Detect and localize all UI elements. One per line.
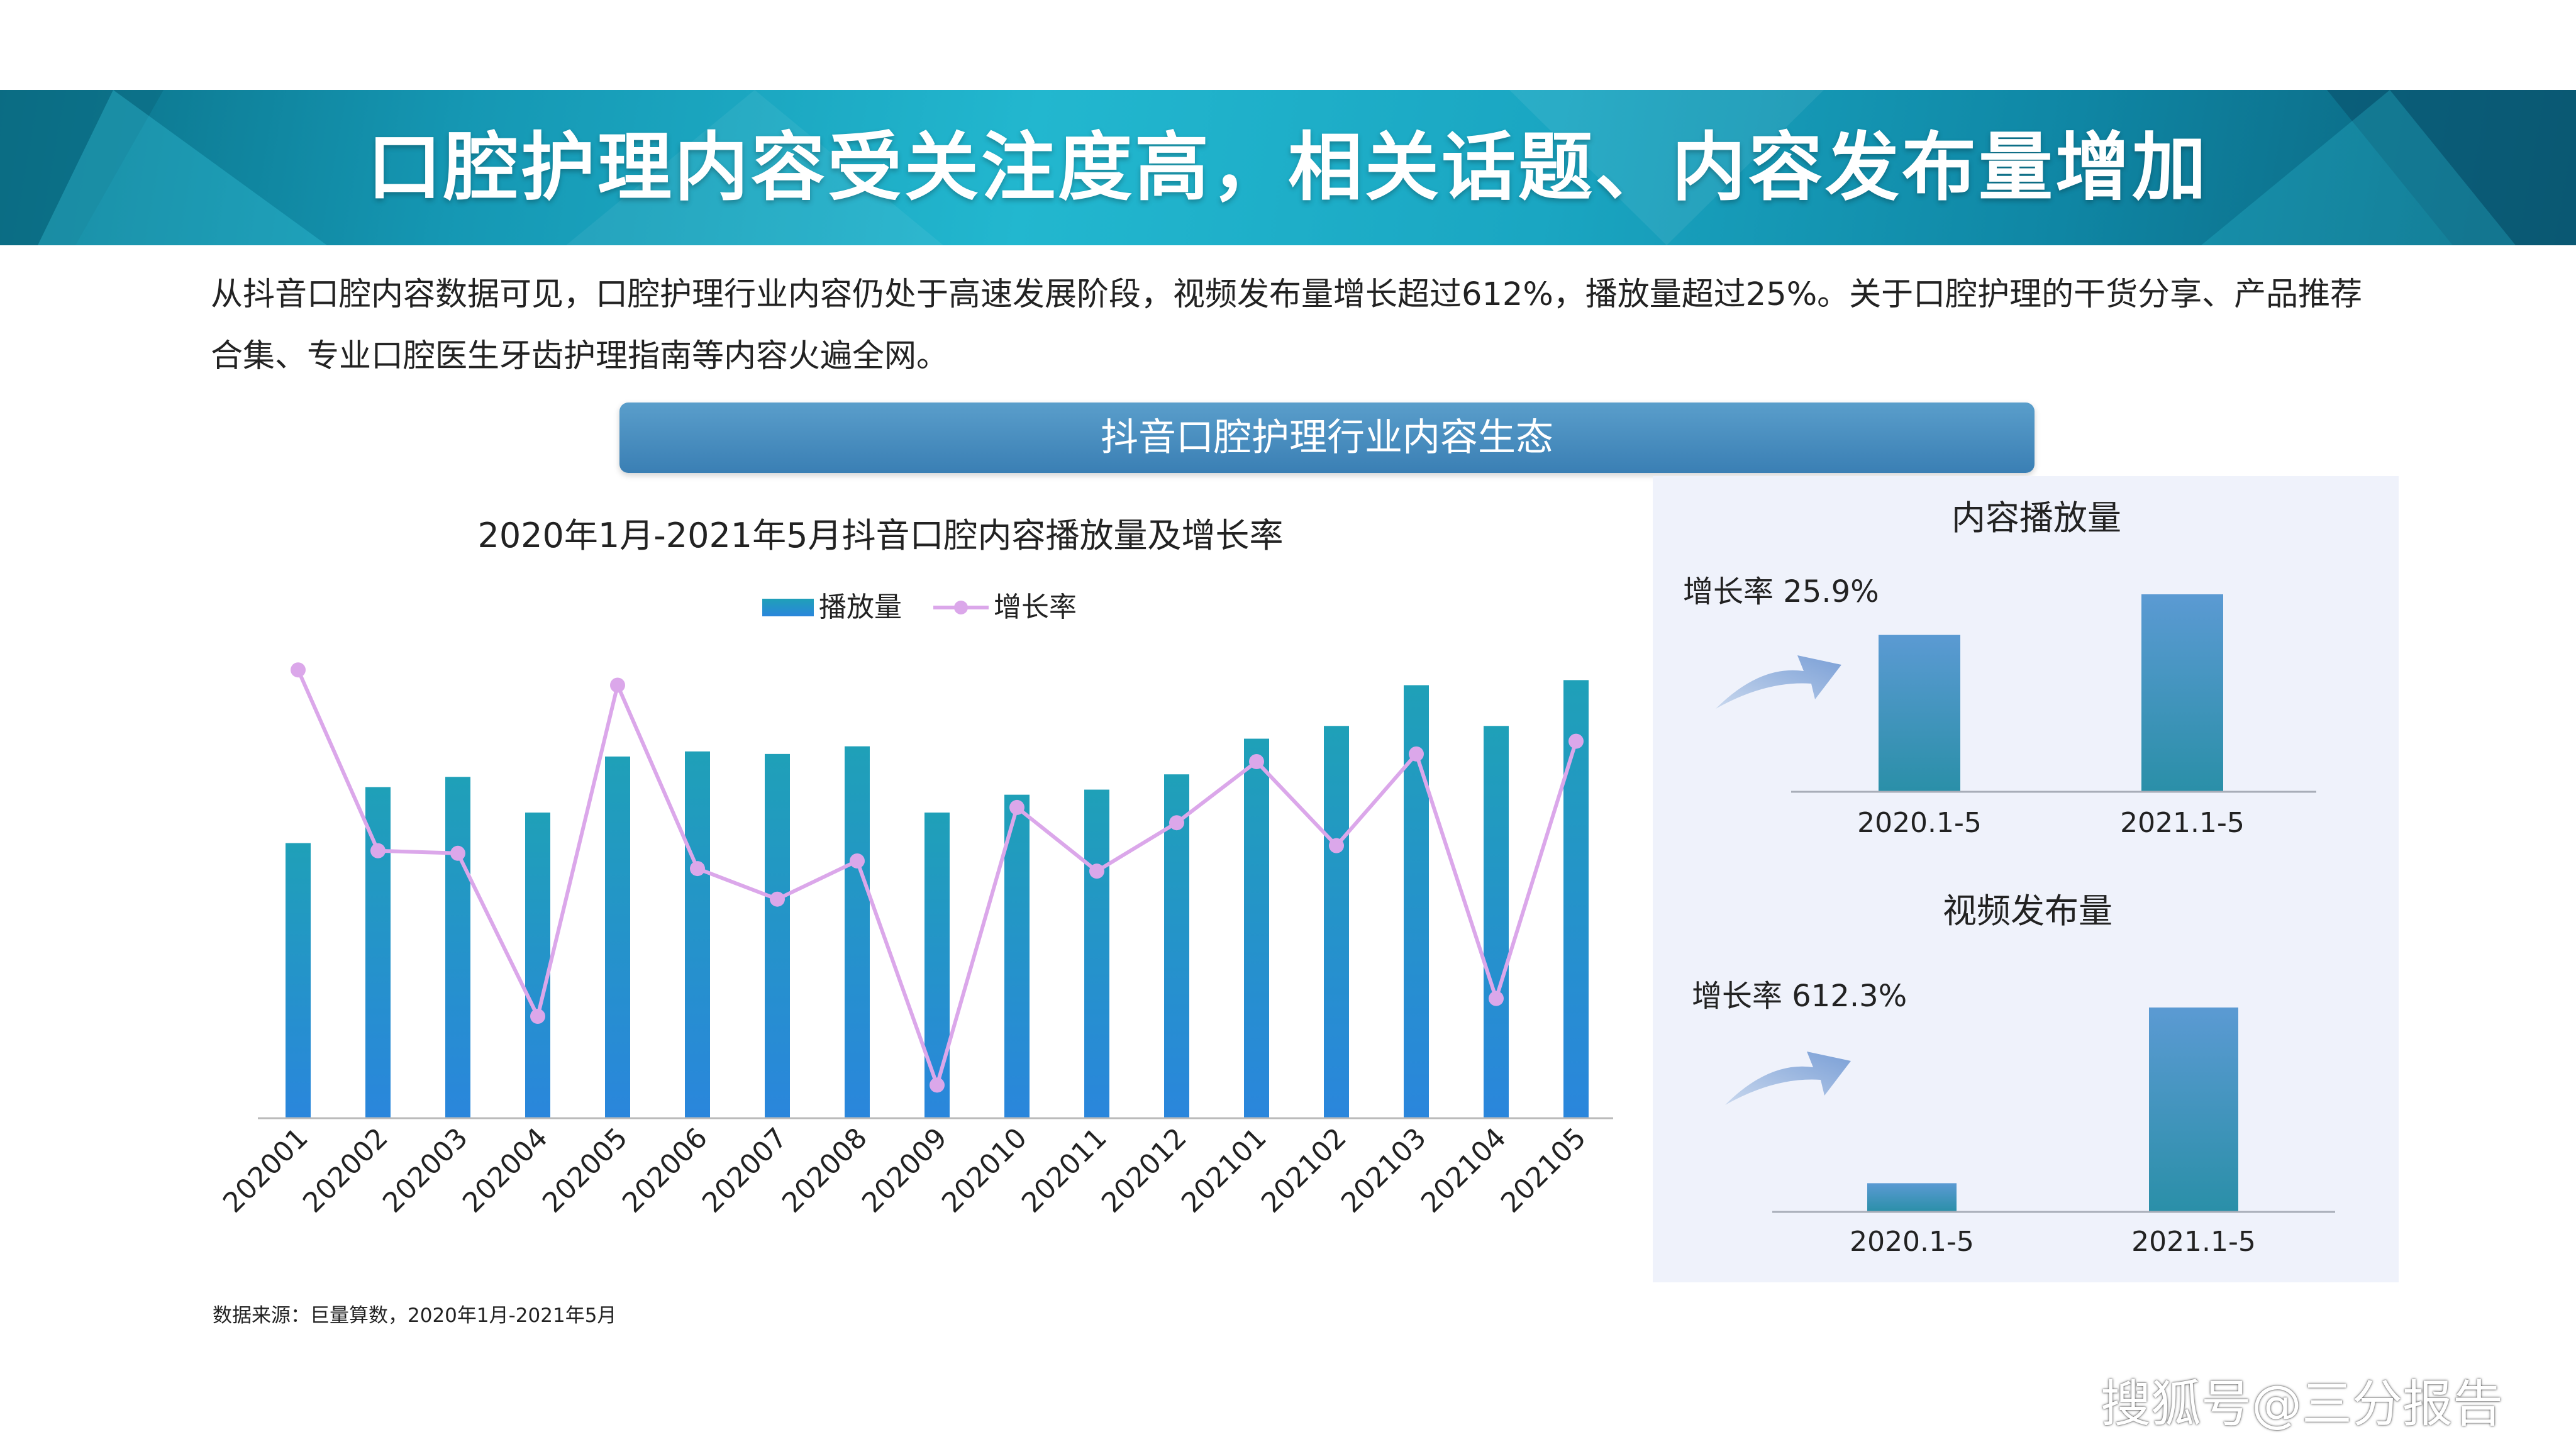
summary-bar-2021.1-5 bbox=[2141, 594, 2223, 792]
growth-point-202010 bbox=[1009, 799, 1024, 815]
legend-bar-label: 播放量 bbox=[819, 591, 902, 623]
bar-202010 bbox=[1004, 794, 1030, 1118]
growth-point-202009 bbox=[930, 1077, 945, 1093]
bar-202011 bbox=[1084, 789, 1109, 1118]
bar-202005 bbox=[605, 756, 630, 1118]
section-header-label: 抖音口腔护理行业内容生态 bbox=[1101, 416, 1553, 460]
x-tick-label: 202005 bbox=[536, 1122, 634, 1219]
x-tick-label: 202004 bbox=[457, 1122, 554, 1219]
x-tick-label: 202007 bbox=[696, 1122, 794, 1219]
bar-202101 bbox=[1244, 738, 1269, 1118]
growth-point-202008 bbox=[850, 853, 865, 869]
bar-202102 bbox=[1324, 726, 1349, 1118]
summary-bar-2020.1-5 bbox=[1879, 635, 1960, 792]
x-tick-label: 202010 bbox=[936, 1122, 1033, 1219]
summary-charts: 内容播放量 增长率 25.9% 2020.1-5 2021.1-5 视频发布量 增… bbox=[1683, 498, 2335, 1258]
bar-202008 bbox=[845, 746, 870, 1118]
bar-202007 bbox=[765, 753, 790, 1118]
growth-point-202006 bbox=[690, 861, 705, 877]
data-source-note: 数据来源：巨量算数，2020年1月-2021年5月 bbox=[213, 1304, 617, 1327]
summary-bar-2021.1-5 bbox=[2149, 1008, 2238, 1212]
video-publish-growth: 增长率 612.3% bbox=[1692, 979, 1907, 1014]
summary-x-label: 2021.1-5 bbox=[2120, 807, 2245, 839]
x-tick-label: 202001 bbox=[217, 1122, 314, 1219]
growth-point-202103 bbox=[1409, 746, 1424, 762]
growth-point-202101 bbox=[1249, 754, 1264, 769]
bar-202104 bbox=[1484, 726, 1509, 1118]
growth-point-202102 bbox=[1329, 838, 1344, 853]
growth-point-202105 bbox=[1568, 733, 1584, 749]
x-tick-label: 202006 bbox=[616, 1122, 714, 1219]
growth-arrow-icon bbox=[1716, 655, 1841, 709]
summary-x-label: 2020.1-5 bbox=[1850, 1226, 1974, 1258]
growth-point-202002 bbox=[370, 843, 386, 858]
play-volume-title: 内容播放量 bbox=[1951, 498, 2121, 538]
x-tick-label: 202011 bbox=[1016, 1122, 1113, 1219]
x-tick-label: 202003 bbox=[377, 1122, 474, 1219]
bar-202004 bbox=[525, 813, 550, 1118]
x-tick-label: 202002 bbox=[297, 1122, 394, 1219]
legend-line-label: 增长率 bbox=[994, 591, 1077, 623]
growth-point-202003 bbox=[450, 845, 465, 861]
x-tick-label: 202102 bbox=[1255, 1122, 1353, 1219]
growth-point-202005 bbox=[610, 677, 625, 693]
x-tick-label: 202012 bbox=[1096, 1122, 1193, 1219]
summary-bar-2020.1-5 bbox=[1867, 1183, 1957, 1212]
growth-point-202007 bbox=[770, 891, 785, 907]
x-tick-label: 202009 bbox=[856, 1122, 953, 1219]
growth-point-202104 bbox=[1489, 991, 1504, 1006]
intro-paragraph: 从抖音口腔内容数据可见，口腔护理行业内容仍处于高速发展阶段，视频发布量增长超过6… bbox=[211, 276, 2363, 375]
bar-202009 bbox=[924, 813, 950, 1118]
title-banner: 口腔护理内容受关注度高，相关话题、内容发布量增加 bbox=[0, 90, 2576, 245]
x-tick-label: 202105 bbox=[1495, 1122, 1592, 1219]
chart-legend: 播放量 增长率 bbox=[762, 591, 1077, 623]
bar-202006 bbox=[685, 751, 710, 1118]
summary-x-label: 2020.1-5 bbox=[1857, 807, 1982, 839]
x-tick-label: 202103 bbox=[1335, 1122, 1433, 1219]
growth-point-202012 bbox=[1169, 815, 1184, 831]
section-header: 抖音口腔护理行业内容生态 bbox=[619, 402, 2035, 473]
legend-line-marker bbox=[954, 601, 968, 614]
x-tick-label: 202008 bbox=[776, 1122, 874, 1219]
bar-202003 bbox=[445, 777, 470, 1118]
page-title: 口腔护理内容受关注度高，相关话题、内容发布量增加 bbox=[367, 124, 2209, 211]
growth-point-202001 bbox=[291, 662, 306, 678]
summary-x-label: 2021.1-5 bbox=[2131, 1226, 2256, 1258]
growth-point-202011 bbox=[1089, 863, 1104, 879]
bar-202105 bbox=[1563, 680, 1589, 1118]
watermark: 搜狐号@三分报告 bbox=[2101, 1375, 2503, 1433]
banner-decoration bbox=[0, 90, 2576, 245]
growth-arrow-icon bbox=[1725, 1052, 1851, 1105]
chart-title: 2020年1月-2021年5月抖音口腔内容播放量及增长率 bbox=[477, 516, 1283, 555]
x-tick-label: 202104 bbox=[1415, 1122, 1513, 1219]
summary-panel: 内容播放量 增长率 25.9% 2020.1-5 2021.1-5 视频发布量 增… bbox=[1653, 476, 2399, 1282]
legend-bar-swatch bbox=[762, 599, 814, 616]
bar-202001 bbox=[286, 843, 311, 1118]
growth-point-202004 bbox=[530, 1009, 545, 1024]
play-volume-growth: 增长率 25.9% bbox=[1683, 574, 1879, 609]
x-tick-label: 202101 bbox=[1175, 1122, 1273, 1219]
video-publish-title: 视频发布量 bbox=[1943, 891, 2112, 931]
main-combo-chart: 2020年1月-2021年5月抖音口腔内容播放量及增长率 播放量 增长率 202… bbox=[217, 516, 1613, 1219]
bar-202002 bbox=[365, 787, 391, 1118]
bar-202012 bbox=[1164, 774, 1189, 1118]
